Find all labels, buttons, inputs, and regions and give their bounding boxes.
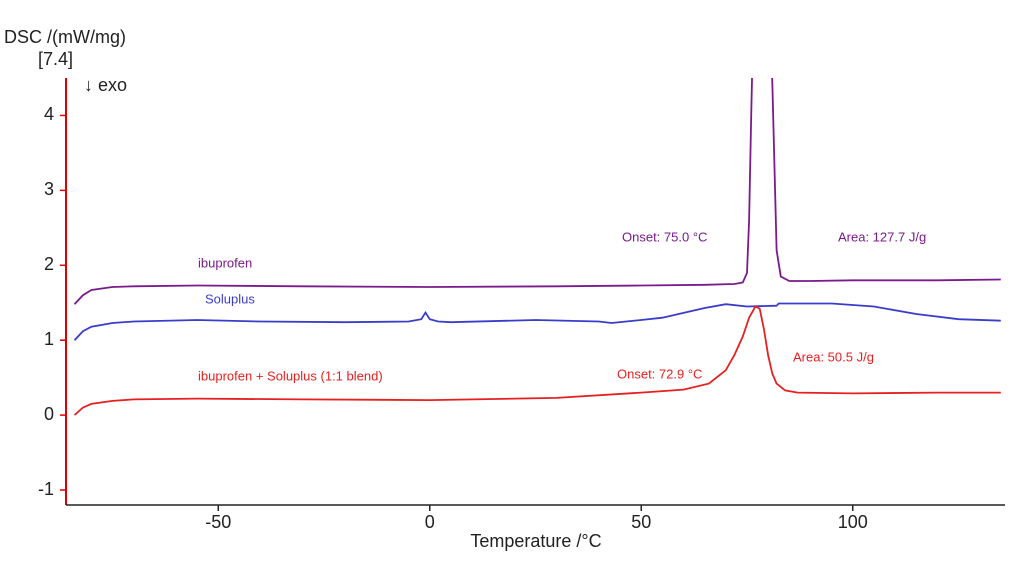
scale-note: [7.4] (38, 49, 73, 69)
y-tick-label: 0 (44, 404, 54, 424)
annotation: Area: 50.5 J/g (793, 349, 874, 364)
x-axis-label: Temperature /°C (470, 531, 601, 551)
series-line (73, 305, 1001, 416)
y-tick-label: -1 (38, 479, 54, 499)
y-tick-label: 3 (44, 179, 54, 199)
y-tick-label: 1 (44, 329, 54, 349)
series-label: ibuprofen (198, 255, 252, 270)
series-line (73, 78, 1001, 305)
annotation: Onset: 75.0 °C (622, 229, 707, 244)
plot-area (73, 78, 1001, 416)
x-tick-label: 50 (631, 512, 651, 532)
y-axis-label: DSC /(mW/mg) (4, 27, 126, 47)
series-line (73, 302, 1001, 341)
annotation: Onset: 72.9 °C (617, 366, 702, 381)
y-tick-label: 4 (44, 104, 54, 124)
annotation: Area: 127.7 J/g (838, 229, 926, 244)
x-tick-label: 100 (838, 512, 868, 532)
x-tick-label: -50 (205, 512, 231, 532)
y-tick-label: 2 (44, 254, 54, 274)
x-tick-label: 0 (425, 512, 435, 532)
series-label: Soluplus (205, 291, 255, 306)
direction-note: ↓ exo (84, 75, 127, 95)
series-label: ibuprofen + Soluplus (1:1 blend) (198, 368, 383, 383)
